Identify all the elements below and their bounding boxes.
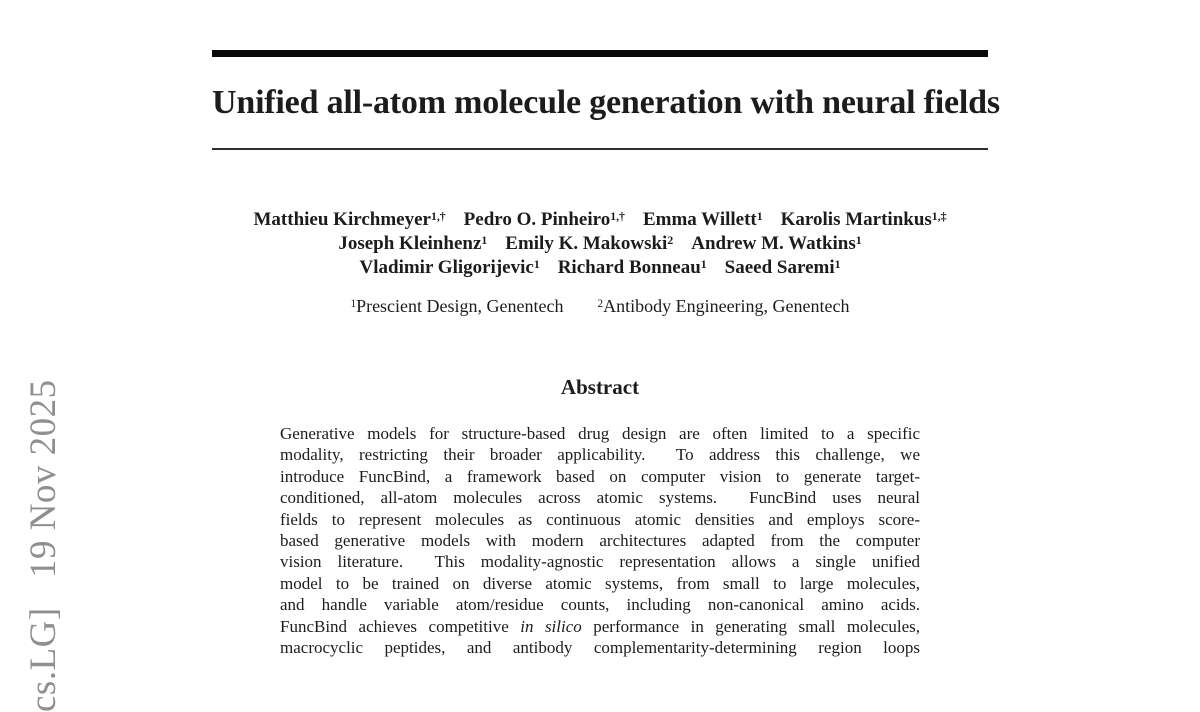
author-affil-mark: 1 <box>756 209 763 223</box>
author-row-2: Joseph Kleinhenz1 Emily K. Makowski2 And… <box>212 232 988 256</box>
affiliation-mark: 1 <box>350 297 357 310</box>
affiliation-1: 1Prescient Design, Genentech <box>350 295 563 317</box>
author-row-1: Matthieu Kirchmeyer1,† Pedro O. Pinheiro… <box>212 208 988 232</box>
author-name: Emma Willett1 <box>643 208 763 232</box>
author-affil-mark: 1 <box>533 257 540 271</box>
author-affil-mark: 1,† <box>610 209 625 223</box>
author-name: Vladimir Gligorijevic1 <box>360 256 540 280</box>
abstract-line: and handle variable atom/residue counts,… <box>280 595 920 615</box>
author-name: Matthieu Kirchmeyer1,† <box>253 208 445 232</box>
author-name: Pedro O. Pinheiro1,† <box>464 208 625 232</box>
author-affil-mark: 1,‡ <box>931 209 947 223</box>
author-affil-mark: 1,† <box>430 209 446 223</box>
arxiv-watermark: cs.LG] 19 Nov 2025 <box>23 379 64 712</box>
author-name-text: Emily K. Makowski <box>505 233 668 254</box>
paper-column: Unified all-atom molecule generation wit… <box>212 50 1000 658</box>
affiliation-2: 2Antibody Engineering, Genentech <box>598 295 850 317</box>
affiliation-mark: 2 <box>597 297 604 310</box>
abstract-line-text: FuncBind achieves competitive <box>280 616 521 636</box>
author-name: Joseph Kleinhenz1 <box>338 232 487 256</box>
author-row-3: Vladimir Gligorijevic1 Richard Bonneau1 … <box>212 256 988 280</box>
author-name-text: Karolis Martinkus <box>780 209 932 230</box>
abstract-line: vision literature. This modality-agnosti… <box>280 552 920 572</box>
paper-page: { "watermark": { "text": "cs.LG] 19 Nov … <box>0 50 1200 712</box>
author-name-text: Joseph Kleinhenz <box>338 233 482 254</box>
author-affil-mark: 1 <box>700 257 707 271</box>
abstract-line: Generative models for structure-based dr… <box>280 424 920 443</box>
abstract-line: model to be trained on diverse atomic sy… <box>280 573 920 593</box>
author-name-text: Matthieu Kirchmeyer <box>253 209 431 230</box>
abstract-body: Generative models for structure-based dr… <box>280 423 920 658</box>
abstract-line: modality, restricting their broader appl… <box>280 445 920 465</box>
author-affil-mark: 1 <box>481 233 488 247</box>
abstract-line: FuncBind achieves competitive in silico … <box>280 616 920 637</box>
abstract-line: introduce FuncBind, a framework based on… <box>280 466 920 486</box>
author-block: Matthieu Kirchmeyer1,† Pedro O. Pinheiro… <box>212 208 988 280</box>
author-affil-mark: 1 <box>834 257 841 271</box>
author-name: Saeed Saremi1 <box>725 256 841 280</box>
author-affil-mark: 1 <box>855 233 862 247</box>
abstract-line-italic-text: in silico <box>520 616 582 636</box>
author-name-text: Andrew M. Watkins <box>691 233 856 254</box>
affiliation-text: Prescient Design, Genentech <box>356 296 564 316</box>
author-name-text: Vladimir Gligorijevic <box>359 257 534 278</box>
title-rule-bottom <box>212 148 988 150</box>
abstract-line: fields to represent molecules as continu… <box>280 509 920 529</box>
abstract-heading: Abstract <box>560 375 640 399</box>
abstract-line: based generative models with modern arch… <box>280 530 920 550</box>
author-affil-mark: 2 <box>667 233 674 247</box>
author-name-text: Emma Willett <box>642 209 757 230</box>
abstract-line-text: performance in generating small molecule… <box>581 616 920 636</box>
affiliation-text: Antibody Engineering, Genentech <box>603 296 850 316</box>
author-name: Emily K. Makowski2 <box>505 232 673 256</box>
author-name-text: Richard Bonneau <box>557 257 701 278</box>
author-name-text: Pedro O. Pinheiro <box>463 209 611 230</box>
author-name: Richard Bonneau1 <box>558 256 707 280</box>
paper-title: Unified all-atom molecule generation wit… <box>212 84 1000 121</box>
affiliation-block: 1Prescient Design, Genentech 2Antibody E… <box>212 295 988 317</box>
author-name: Andrew M. Watkins1 <box>691 232 861 256</box>
author-name-text: Saeed Saremi <box>724 257 835 278</box>
abstract-line: conditioned, all-atom molecules across a… <box>280 488 920 508</box>
author-name: Karolis Martinkus1,‡ <box>781 208 947 232</box>
title-rule-top <box>212 50 988 57</box>
